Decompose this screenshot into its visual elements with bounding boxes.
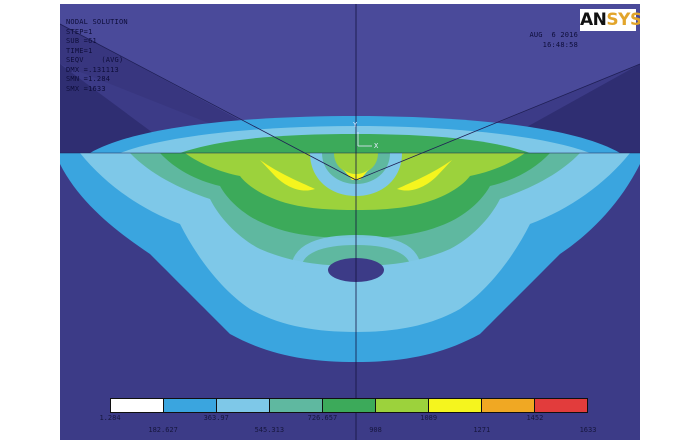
legend-swatch-6	[429, 399, 482, 412]
legend-swatch-4	[323, 399, 376, 412]
indenter-wedge	[60, 4, 640, 180]
logo-sys: SYS	[606, 10, 640, 30]
background-band-left	[60, 64, 180, 153]
info-line-3: SUB =61	[66, 37, 97, 45]
legend-label-upper-4: 1452	[526, 414, 544, 422]
legend-label-lower-3: 1271	[473, 426, 491, 434]
legend-swatch-0	[111, 399, 164, 412]
contour-zone-lower-ring	[290, 234, 422, 310]
legend-swatch-8	[535, 399, 587, 412]
legend-label-lower-2: 908	[369, 426, 382, 434]
legend-label-lower-0: 182.627	[148, 426, 178, 434]
legend-label-lower-4: 1633	[579, 426, 597, 434]
solution-date: AUG 6 2016	[529, 31, 578, 39]
legend-swatch-1	[164, 399, 217, 412]
contour-zone-green-upper	[180, 134, 530, 153]
contour-zone-yellow-right	[397, 160, 452, 191]
legend-swatch-7	[482, 399, 535, 412]
legend-label-lower-1: 545.313	[254, 426, 285, 434]
contour-zone-yellow-left	[260, 160, 315, 191]
info-line-1: NODAL SOLUTION	[66, 18, 128, 26]
axis-x-label: X	[374, 142, 379, 150]
legend-label-upper-2: 726.657	[307, 414, 338, 422]
contour-plot-viewport[interactable]: NODAL SOLUTION STEP=1 SUB =61 TIME=1 SEQ…	[60, 4, 640, 440]
legend-swatch-5	[376, 399, 429, 412]
legend-label-upper-0: 1.284	[99, 414, 121, 422]
info-line-5: SEQV (AVG)	[66, 56, 124, 64]
legend-swatch-2	[217, 399, 270, 412]
stress-contour-plot	[60, 4, 640, 440]
legend-label-upper-1: 363.97	[203, 414, 229, 422]
ansys-logo: ANSYS	[580, 9, 640, 31]
date-time-block: AUG 6 2016 16:48:58	[529, 31, 578, 50]
solution-info-block: NODAL SOLUTION STEP=1 SUB =61 TIME=1 SEQ…	[66, 18, 128, 94]
legend-label-upper-3: 1089	[420, 414, 438, 422]
info-line-8: SMX =1633	[66, 84, 106, 93]
axis-y-label: Y	[353, 121, 358, 129]
info-line-6: DMX =.131113	[66, 65, 119, 74]
info-line-7: SMN =1.284	[66, 75, 111, 83]
solution-time: 16:48:58	[542, 40, 578, 49]
info-line-2: STEP=1	[66, 27, 93, 36]
logo-ans: AN	[580, 10, 607, 30]
legend-swatch-3	[270, 399, 323, 412]
info-line-4: TIME=1	[66, 46, 93, 55]
color-legend-bar	[110, 398, 588, 413]
